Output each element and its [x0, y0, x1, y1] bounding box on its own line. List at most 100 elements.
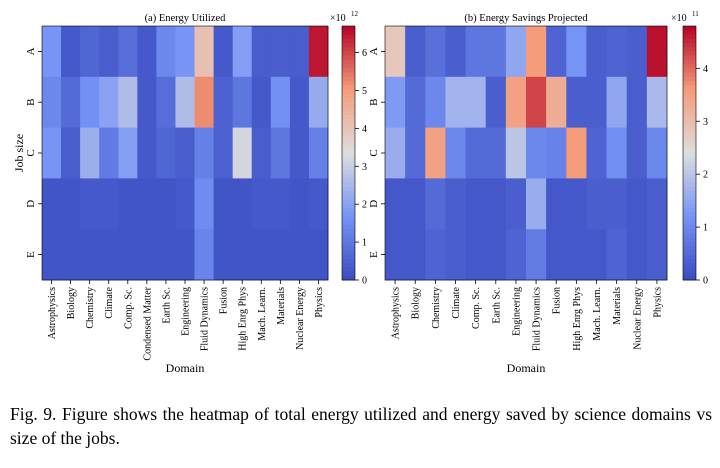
colorbar-segment	[342, 30, 355, 35]
heatmap-cell	[175, 127, 195, 179]
colorbar-segment	[683, 250, 696, 256]
colorbar-segment	[342, 275, 355, 281]
heatmap-cell	[118, 76, 138, 128]
colorbar-segment	[342, 271, 355, 277]
colorbar-segment	[683, 203, 696, 209]
colorbar-tick-label: 0	[362, 276, 367, 287]
colorbar-segment	[683, 224, 696, 230]
colorbar-segment	[683, 136, 696, 141]
heatmap-cell	[61, 26, 81, 78]
heatmap-cell	[118, 178, 138, 230]
x-tick-label: Biology	[66, 287, 77, 319]
colorbar-segment	[342, 233, 355, 239]
heatmap-cell	[232, 178, 253, 230]
heatmap-cell	[485, 76, 507, 128]
colorbar-segment	[342, 224, 355, 230]
heatmap-cell	[289, 127, 310, 179]
heatmap-cell	[485, 229, 507, 281]
heatmap-cell	[385, 127, 406, 179]
colorbar-segment	[683, 229, 696, 234]
heatmap-cell	[42, 178, 62, 230]
colorbar-segment	[342, 203, 355, 209]
heatmap-cell	[546, 26, 567, 78]
heatmap-cell	[194, 26, 214, 78]
colorbar-segment	[683, 106, 696, 112]
colorbar-segment	[683, 34, 696, 40]
heatmap-cell	[175, 26, 195, 78]
heatmap-cell	[99, 229, 119, 281]
colorbar-segment	[683, 153, 696, 158]
colorbar-segment	[342, 195, 355, 201]
heatmap-cell	[232, 127, 253, 179]
colorbar-segment	[342, 119, 355, 124]
colorbar-tick-label: 3	[362, 162, 367, 173]
heatmap-cell	[465, 127, 487, 179]
heatmap-cell	[526, 127, 547, 179]
colorbar-segment	[683, 51, 696, 57]
colorbar-segment	[683, 148, 696, 154]
heatmap-cell	[445, 76, 466, 128]
heatmap-cell	[405, 178, 426, 230]
colorbar-segment	[683, 47, 696, 52]
colorbar-segment	[342, 81, 355, 86]
heatmap-cell	[425, 76, 446, 128]
heatmap-cell	[385, 229, 406, 281]
y-axis-label: Job size	[12, 134, 26, 172]
y-tick-label: A	[368, 47, 380, 55]
colorbar-segment	[342, 148, 355, 154]
heatmap-cell	[526, 229, 547, 281]
heatmap-cell	[213, 76, 234, 128]
y-tick-label: E	[25, 251, 37, 258]
x-tick-label: Fluid Dynamics	[200, 287, 211, 351]
x-tick-label: Physics	[314, 287, 325, 318]
heatmap-cell	[61, 229, 81, 281]
heatmap-cell	[425, 178, 446, 230]
heatmap-cell	[99, 127, 119, 179]
heatmap-cell	[445, 26, 466, 78]
heatmap-cell	[606, 127, 628, 179]
colorbar-segment	[683, 114, 696, 120]
colorbar-segment	[683, 174, 696, 179]
heatmap-cell	[232, 229, 253, 281]
heatmap-cell	[175, 229, 195, 281]
heatmap-cell	[213, 229, 234, 281]
colorbar-segment	[683, 191, 696, 196]
heatmap-cell	[80, 229, 100, 281]
y-tick-label: B	[368, 99, 380, 106]
colorbar-tick-label: 0	[703, 276, 708, 287]
x-tick-label: High Enrg Phys	[238, 287, 249, 351]
y-tick-label: D	[25, 200, 37, 208]
y-tick-label: D	[368, 200, 380, 208]
heatmap-cell	[505, 229, 527, 281]
y-tick-label: C	[368, 149, 380, 156]
colorbar-segment	[342, 178, 355, 184]
heatmap-cell	[546, 76, 567, 128]
heatmap-cell	[308, 76, 329, 128]
heatmap-cell	[289, 76, 310, 128]
colorbar-segment	[342, 110, 355, 116]
colorbar-segment	[342, 85, 355, 90]
colorbar-segment	[683, 68, 696, 74]
heatmap-cell	[270, 76, 291, 128]
x-tick-label: Engineering	[511, 287, 522, 336]
colorbar-segment	[342, 42, 355, 48]
x-tick-label: Materials	[612, 287, 623, 325]
colorbar-tick-label: 2	[362, 200, 367, 211]
x-tick-label: Fusion	[552, 287, 563, 314]
colorbar-segment	[683, 85, 696, 90]
colorbar-segment	[342, 254, 355, 260]
x-tick-label: High Enrg Phys	[572, 287, 583, 351]
heatmap-cell	[606, 229, 628, 281]
chart-title: (b) Energy Savings Projected	[464, 13, 588, 24]
colorbar-segment	[342, 263, 355, 268]
x-tick-label: Earth Sc.	[491, 287, 502, 324]
heatmap-cell	[566, 229, 587, 281]
colorbar-segment	[683, 119, 696, 124]
heatmap-cell	[118, 26, 138, 78]
colorbar-segment	[683, 140, 696, 146]
x-tick-label: Mach. Learn.	[592, 287, 603, 341]
colorbar-multiplier: ×10	[671, 13, 687, 24]
colorbar-tick-label: 4	[362, 124, 367, 135]
heatmap-cell	[308, 127, 329, 179]
colorbar-segment	[683, 275, 696, 281]
